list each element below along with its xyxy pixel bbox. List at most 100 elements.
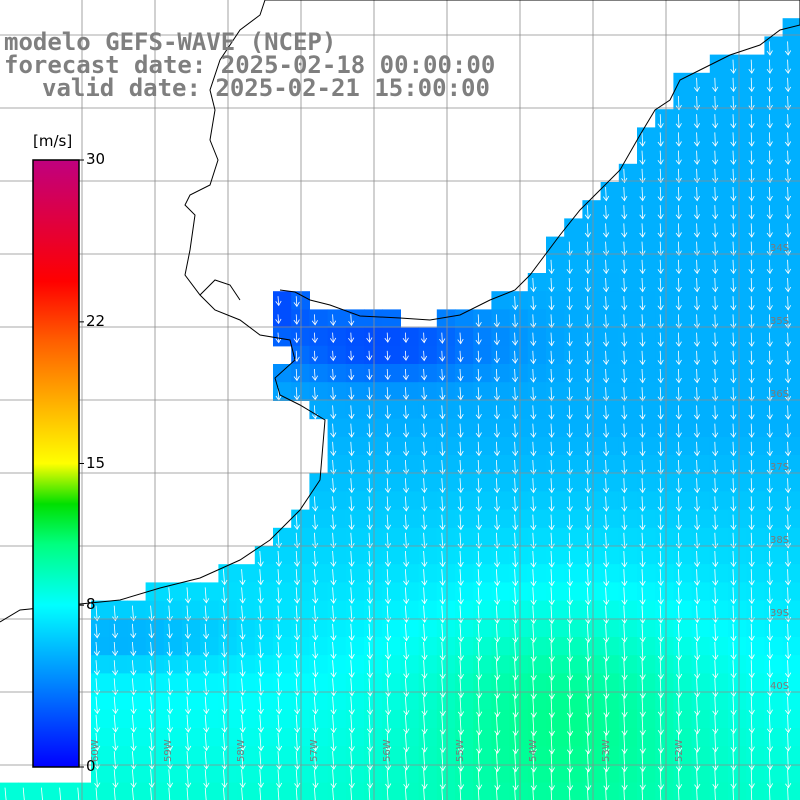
wind-cell — [655, 364, 674, 383]
wind-cell — [709, 764, 729, 784]
wind-arrow-head — [784, 764, 792, 771]
wind-arrow-head — [748, 598, 755, 605]
wind-arrow — [168, 787, 171, 800]
wind-arrow-head — [585, 693, 592, 700]
wind-arrow — [514, 550, 516, 567]
wind-cell — [655, 127, 674, 147]
wind-arrow-head — [185, 745, 192, 752]
wind-arrow-head — [748, 414, 755, 420]
wind-cell — [764, 163, 784, 183]
wind-arrow-head — [421, 543, 428, 549]
wind-arrow — [441, 714, 444, 734]
wind-cell — [473, 564, 492, 583]
wind-arrow-head — [693, 232, 701, 238]
wind-arrow — [678, 387, 680, 401]
wind-arrow — [532, 387, 534, 401]
wind-cell — [436, 382, 456, 401]
wind-arrow-head — [402, 432, 410, 438]
wind-arrow-head — [166, 651, 173, 657]
wind-arrow-head — [675, 506, 682, 512]
wind-arrow — [568, 314, 571, 328]
wind-cell — [655, 236, 674, 256]
wind-cell — [600, 564, 620, 583]
wind-cell — [400, 473, 420, 492]
wind-arrow-head — [693, 286, 701, 293]
wind-cell — [709, 182, 729, 201]
wind-arrow — [405, 387, 407, 400]
wind-arrow — [241, 769, 244, 788]
wind-arrow-head — [94, 764, 101, 770]
wind-arrow-head — [329, 320, 337, 326]
wind-cell — [309, 582, 329, 602]
wind-cell — [473, 345, 492, 365]
wind-arrow-head — [675, 141, 682, 147]
wind-arrow-head — [766, 414, 773, 420]
wind-cell — [564, 618, 583, 638]
wind-arrow — [459, 532, 462, 549]
wind-arrow — [514, 732, 517, 754]
wind-cell — [709, 109, 729, 128]
wind-arrow-head — [712, 177, 719, 184]
wind-arrow-head — [566, 675, 574, 681]
wind-arrow — [132, 660, 134, 675]
wind-arrow — [605, 769, 608, 790]
wind-arrow — [623, 168, 625, 183]
wind-arrow-head — [730, 414, 737, 420]
wind-arrow — [477, 587, 480, 605]
wind-arrow-head — [639, 784, 646, 791]
wind-arrow-head — [675, 599, 683, 605]
wind-arrow-head — [530, 432, 537, 438]
wind-arrow-head — [312, 579, 319, 586]
wind-arrow-head — [530, 506, 537, 512]
wind-arrow — [550, 732, 553, 754]
wind-arrow-head — [584, 396, 591, 402]
wind-arrow — [732, 332, 734, 347]
wind-arrow-head — [748, 305, 755, 311]
wind-arrow — [223, 714, 226, 733]
wind-cell — [618, 236, 638, 256]
wind-cell — [236, 691, 256, 711]
wind-cell — [236, 709, 256, 729]
wind-arrow — [714, 368, 716, 383]
wind-cell — [691, 291, 711, 310]
wind-arrow-head — [675, 784, 683, 790]
wind-arrow — [295, 751, 298, 770]
wind-arrow-head — [694, 765, 701, 772]
wind-arrow — [314, 769, 317, 788]
wind-cell — [564, 254, 583, 274]
wind-arrow-head — [748, 450, 755, 457]
wind-arrow — [95, 732, 98, 751]
wind-cell — [709, 436, 729, 456]
wind-arrow — [386, 623, 389, 641]
wind-arrow-head — [730, 104, 737, 111]
wind-cell — [436, 782, 456, 800]
wind-cell — [273, 527, 292, 547]
colorbar — [32, 159, 84, 768]
wind-arrow-head — [621, 748, 628, 755]
wind-arrow-head — [584, 359, 591, 365]
wind-arrow-head — [566, 618, 574, 625]
wind-arrow — [150, 751, 153, 769]
wind-arrow-head — [766, 487, 773, 494]
wind-cell — [527, 764, 547, 784]
wind-cell — [746, 400, 765, 420]
wind-arrow — [659, 550, 662, 567]
wind-arrow — [587, 496, 589, 512]
wind-cell — [309, 309, 329, 329]
wind-arrow — [550, 296, 553, 310]
wind-cell — [764, 455, 784, 474]
wind-arrow-head — [275, 337, 282, 344]
wind-arrow — [477, 696, 480, 717]
wind-arrow-head — [566, 599, 573, 606]
wind-arrow-head — [693, 250, 701, 256]
wind-arrow — [678, 332, 680, 347]
wind-cell — [254, 709, 274, 729]
wind-arrow-head — [421, 469, 428, 475]
wind-arrow — [550, 714, 553, 736]
wind-arrow-head — [330, 561, 337, 567]
wind-cell — [673, 455, 693, 474]
wind-arrow-head — [766, 359, 773, 366]
wind-arrow — [787, 714, 789, 733]
wind-arrow — [568, 441, 571, 456]
wind-cell — [254, 618, 274, 638]
